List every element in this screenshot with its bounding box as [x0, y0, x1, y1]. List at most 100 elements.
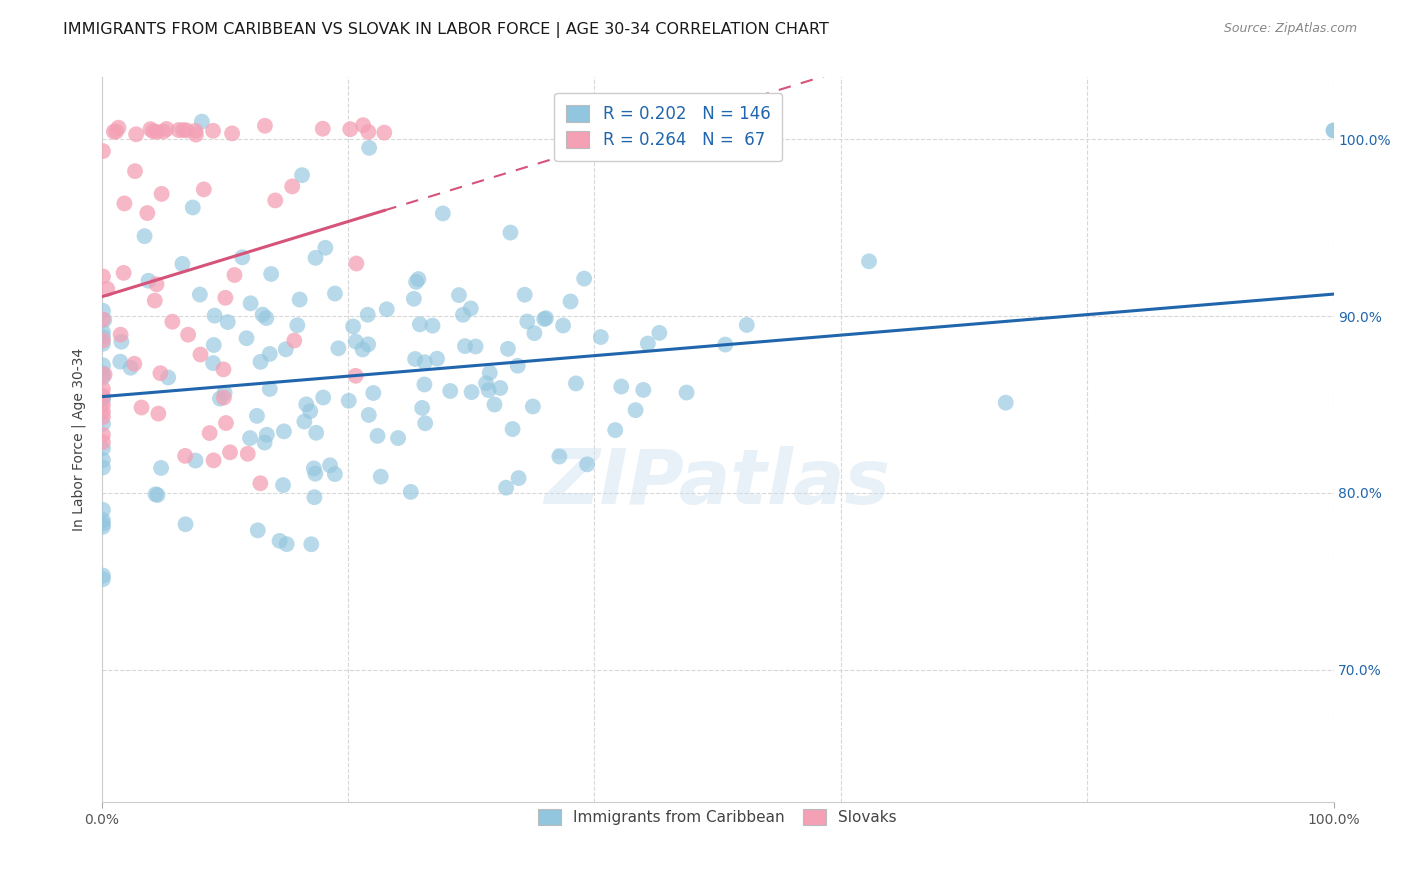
Text: IMMIGRANTS FROM CARIBBEAN VS SLOVAK IN LABOR FORCE | AGE 30-34 CORRELATION CHART: IMMIGRANTS FROM CARIBBEAN VS SLOVAK IN L… — [63, 22, 830, 38]
Point — [605, 423, 627, 437]
Point — [91, 435, 114, 450]
Point — [460, 301, 482, 316]
Point — [323, 467, 346, 482]
Point — [312, 121, 335, 136]
Point — [314, 241, 336, 255]
Point — [548, 450, 571, 464]
Point — [91, 336, 114, 351]
Point — [138, 274, 160, 288]
Point — [91, 404, 114, 418]
Point — [184, 453, 207, 467]
Point — [409, 318, 432, 332]
Point — [91, 442, 114, 456]
Point — [202, 124, 225, 138]
Point — [328, 341, 350, 355]
Point — [91, 568, 114, 582]
Point — [534, 311, 557, 326]
Point — [91, 460, 114, 475]
Point — [610, 379, 633, 393]
Point — [451, 308, 474, 322]
Point — [93, 313, 115, 327]
Point — [157, 370, 180, 384]
Point — [489, 381, 512, 395]
Point — [212, 391, 235, 405]
Point — [231, 250, 253, 264]
Point — [477, 383, 499, 397]
Point — [523, 326, 546, 341]
Point — [249, 355, 271, 369]
Point — [131, 401, 153, 415]
Point — [124, 357, 146, 371]
Point — [202, 356, 225, 370]
Point — [439, 384, 461, 398]
Point — [475, 376, 498, 391]
Point — [408, 272, 430, 286]
Point — [125, 128, 148, 142]
Point — [342, 319, 364, 334]
Point — [139, 122, 162, 136]
Point — [112, 266, 135, 280]
Point — [633, 383, 655, 397]
Point — [422, 318, 444, 333]
Point — [176, 123, 198, 137]
Point — [352, 343, 374, 357]
Point — [249, 476, 271, 491]
Point — [91, 572, 114, 586]
Point — [120, 360, 142, 375]
Point — [214, 385, 236, 400]
Point — [91, 513, 114, 527]
Text: Source: ZipAtlas.com: Source: ZipAtlas.com — [1223, 22, 1357, 36]
Point — [496, 342, 519, 356]
Point — [105, 124, 128, 138]
Point — [215, 416, 238, 430]
Point — [304, 490, 326, 504]
Point — [208, 392, 231, 406]
Point — [202, 453, 225, 467]
Point — [91, 330, 114, 344]
Point — [283, 334, 305, 348]
Point — [134, 229, 156, 244]
Point — [112, 196, 135, 211]
Point — [565, 376, 588, 391]
Point — [375, 302, 398, 317]
Point — [675, 385, 697, 400]
Point — [91, 417, 114, 431]
Point — [91, 382, 114, 396]
Point — [508, 471, 530, 485]
Point — [91, 516, 114, 531]
Point — [304, 467, 326, 481]
Point — [146, 488, 169, 502]
Point — [96, 282, 118, 296]
Point — [217, 315, 239, 329]
Point — [91, 334, 114, 348]
Point — [399, 484, 422, 499]
Point — [411, 401, 433, 415]
Point — [648, 326, 671, 340]
Point — [252, 308, 274, 322]
Point — [291, 168, 314, 182]
Point — [181, 201, 204, 215]
Point — [188, 287, 211, 301]
Point — [271, 478, 294, 492]
Point — [91, 303, 114, 318]
Point — [174, 449, 197, 463]
Point — [464, 339, 486, 353]
Point — [184, 124, 207, 138]
Point — [363, 386, 385, 401]
Point — [184, 128, 207, 142]
Point — [177, 327, 200, 342]
Point — [110, 327, 132, 342]
Point — [305, 425, 328, 440]
Point — [103, 125, 125, 139]
Point — [150, 461, 173, 475]
Point — [288, 293, 311, 307]
Point — [352, 118, 374, 132]
Point — [589, 330, 612, 344]
Point — [495, 481, 517, 495]
Point — [142, 124, 165, 138]
Point — [413, 417, 436, 431]
Point — [91, 398, 114, 412]
Point — [366, 429, 388, 443]
Point — [254, 311, 277, 326]
Point — [281, 179, 304, 194]
